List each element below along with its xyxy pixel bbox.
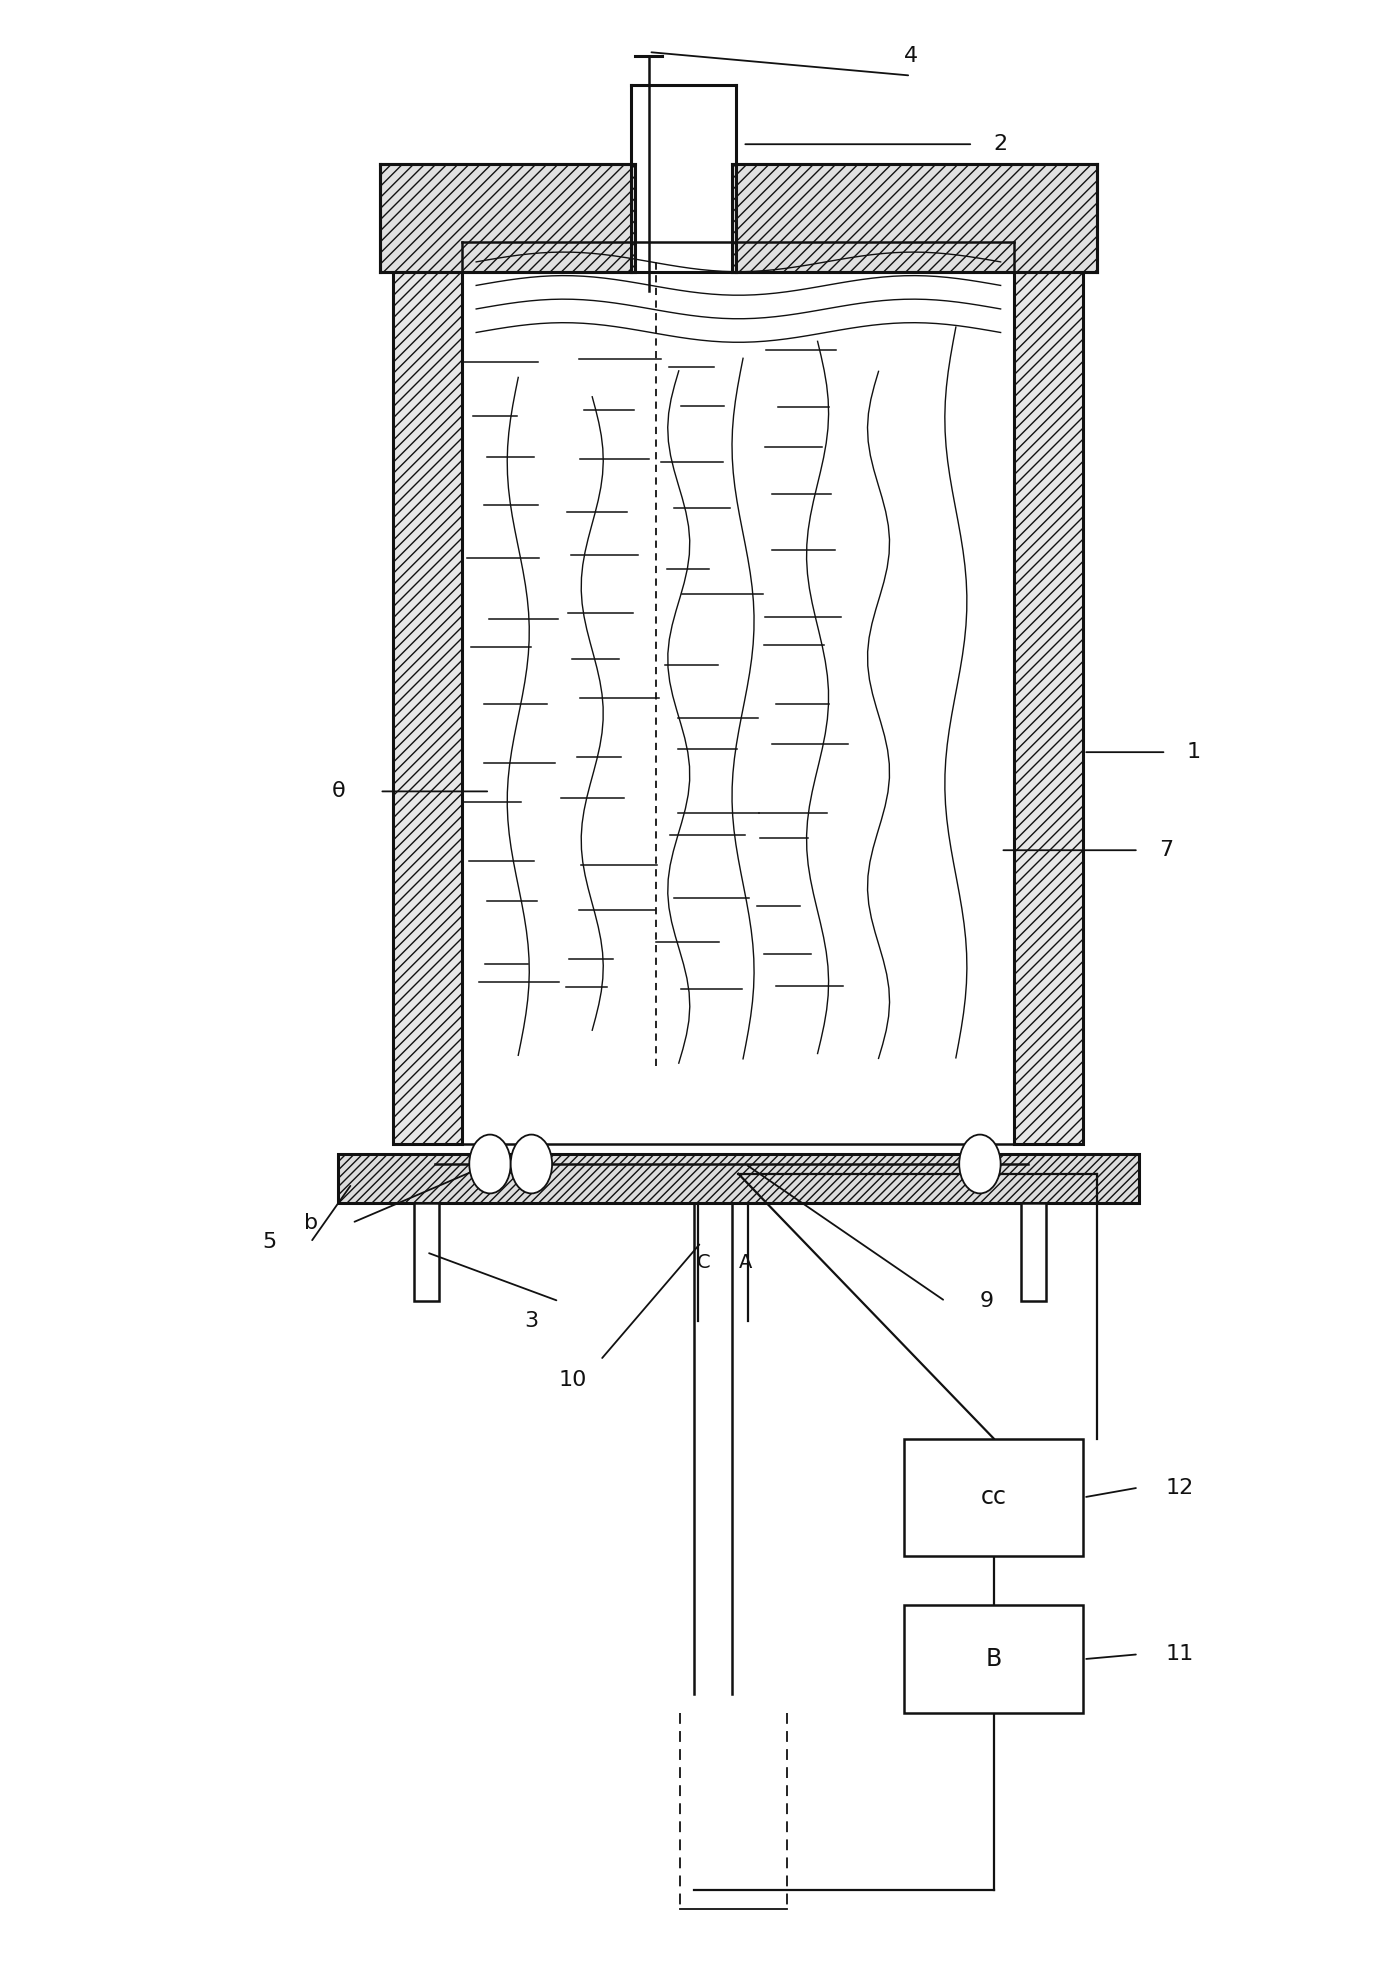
Bar	[905, 1606, 1083, 1712]
Bar	[339, 1153, 1139, 1203]
Bar	[905, 1438, 1083, 1556]
Text: 3: 3	[524, 1311, 538, 1331]
Text: 4: 4	[903, 45, 919, 65]
Text: b: b	[304, 1213, 318, 1232]
Bar	[379, 164, 634, 273]
Bar	[393, 243, 463, 1144]
Circle shape	[959, 1134, 1001, 1193]
Text: θ: θ	[332, 782, 346, 802]
Text: 10: 10	[559, 1371, 587, 1390]
Text: C: C	[697, 1252, 711, 1272]
Bar	[414, 1203, 439, 1302]
Text: 12: 12	[1165, 1477, 1195, 1497]
Text: A: A	[739, 1252, 751, 1272]
Text: 9: 9	[980, 1292, 994, 1311]
Bar	[1015, 243, 1083, 1144]
Bar	[732, 164, 1097, 273]
Text: B: B	[986, 1647, 1002, 1671]
Text: 5: 5	[262, 1232, 276, 1252]
Bar	[1022, 1203, 1046, 1302]
Text: 11: 11	[1165, 1645, 1195, 1665]
Text: cc: cc	[981, 1485, 1006, 1509]
Circle shape	[510, 1134, 552, 1193]
Text: 2: 2	[994, 134, 1008, 154]
Circle shape	[470, 1134, 510, 1193]
Text: 1: 1	[1186, 743, 1200, 762]
Text: 7: 7	[1160, 839, 1174, 861]
